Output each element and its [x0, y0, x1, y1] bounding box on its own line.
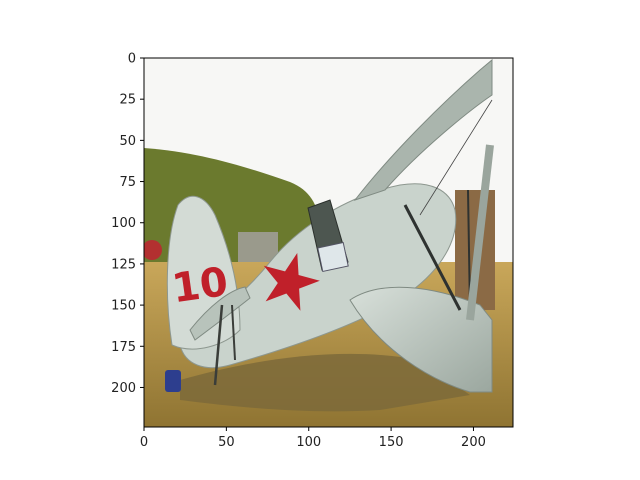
- y-tick-label: 200: [111, 381, 136, 396]
- fuselage: [179, 183, 457, 369]
- x-tick-label: 0: [140, 435, 148, 450]
- y-tick-label: 25: [119, 93, 136, 108]
- y-tick-label: 0: [128, 52, 136, 67]
- wing-strut: [403, 204, 462, 311]
- y-tick-label: 175: [111, 340, 136, 355]
- x-tick-label: 50: [218, 435, 235, 450]
- y-tick-label: 50: [119, 134, 136, 149]
- red-object: [144, 240, 162, 260]
- axes-frame: [143, 57, 514, 428]
- lower-wing: [349, 286, 493, 393]
- x-axis: 0 50 100 150 200: [140, 427, 486, 450]
- x-tick-label: 100: [296, 435, 321, 450]
- y-axis: 0 25 50 75 100 125 150 175 200: [111, 52, 144, 396]
- y-tick-label: 125: [111, 257, 136, 272]
- x-tick-label: 150: [379, 435, 404, 450]
- landing-gear: [213, 304, 224, 386]
- background-structure: [238, 232, 278, 262]
- rigging-wire: [419, 99, 493, 216]
- horizontal-stabilizer: [189, 286, 251, 341]
- y-tick-label: 100: [111, 216, 136, 231]
- photo: 10: [144, 58, 513, 427]
- cockpit-panel: [317, 241, 349, 273]
- y-tick-label: 150: [111, 299, 136, 314]
- y-tick-label: 75: [119, 175, 136, 190]
- red-star: [263, 252, 320, 311]
- landing-gear: [231, 304, 236, 361]
- wing-strut: [466, 144, 494, 321]
- upper-wing: [353, 58, 493, 201]
- x-tick-label: 200: [461, 435, 486, 450]
- blue-object: [165, 370, 181, 392]
- aircraft-shadow: [180, 353, 470, 412]
